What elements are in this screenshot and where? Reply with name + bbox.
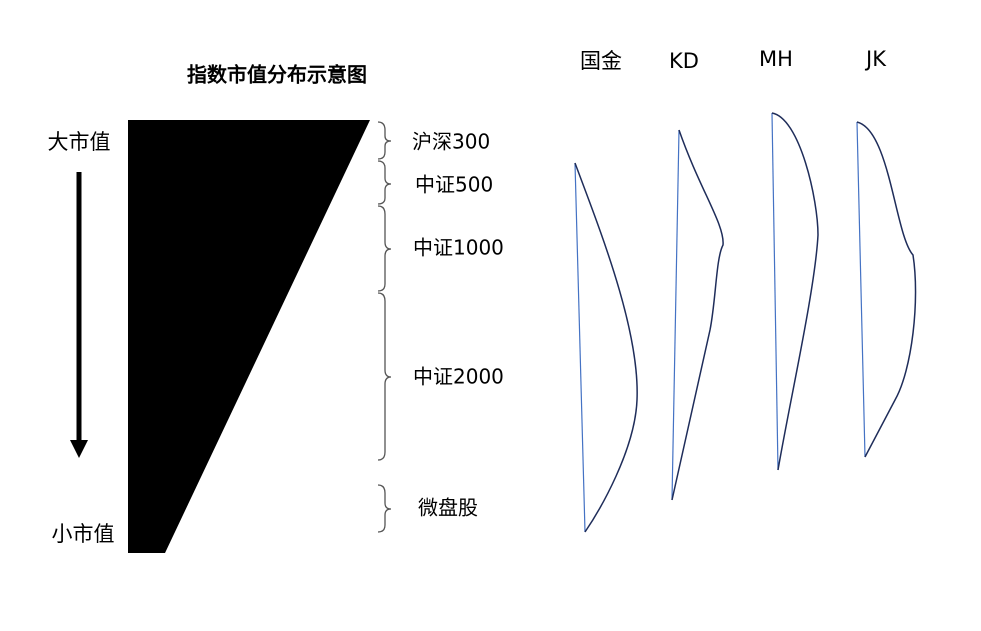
cap-triangle [128, 120, 370, 553]
brace [377, 205, 392, 292]
segment-label: 中证2000 [413, 365, 504, 389]
firm-label: MH [759, 47, 793, 71]
firm-distribution [574, 162, 638, 533]
firm-distribution [771, 112, 819, 471]
small-cap-label: 小市值 [52, 522, 115, 546]
segment-label: 中证1000 [413, 236, 504, 260]
title: 指数市值分布示意图 [187, 63, 367, 87]
segment-label: 中证500 [415, 173, 493, 197]
brace [377, 292, 392, 461]
firm-distribution [856, 121, 917, 458]
firm-baseline [671, 129, 680, 501]
large-cap-label: 大市值 [48, 130, 111, 154]
firm-label: 国金 [580, 49, 622, 73]
brace [377, 484, 392, 533]
brace [377, 160, 392, 205]
firm-label: JK [864, 47, 887, 71]
firm-distribution [671, 129, 724, 501]
firm-baseline [574, 162, 586, 533]
firm-baseline [856, 121, 866, 458]
brace [377, 121, 392, 160]
firm-baseline [771, 112, 779, 471]
segment-label: 微盘股 [418, 496, 478, 520]
segment-label: 沪深300 [412, 130, 490, 154]
braces [377, 121, 392, 533]
firm-label: KD [669, 49, 699, 73]
arrow-head [70, 440, 88, 458]
